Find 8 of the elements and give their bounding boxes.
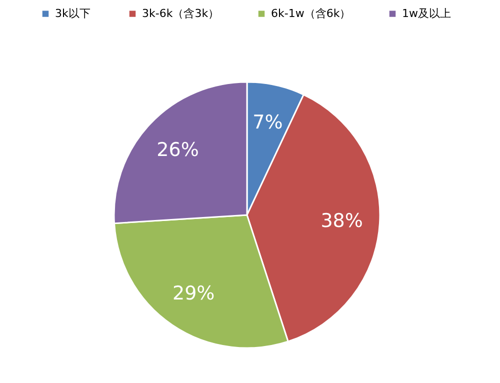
legend-label: 3k-6k（含3k） xyxy=(142,6,220,20)
data-label: 7% xyxy=(252,111,283,134)
data-label: 26% xyxy=(156,138,199,161)
data-label: 29% xyxy=(172,282,215,305)
legend-label: 1w及以上 xyxy=(402,6,451,20)
legend-label: 6k-1w（含6k） xyxy=(271,6,351,20)
data-label: 38% xyxy=(320,210,363,232)
legend-label: 3k以下 xyxy=(55,6,90,20)
